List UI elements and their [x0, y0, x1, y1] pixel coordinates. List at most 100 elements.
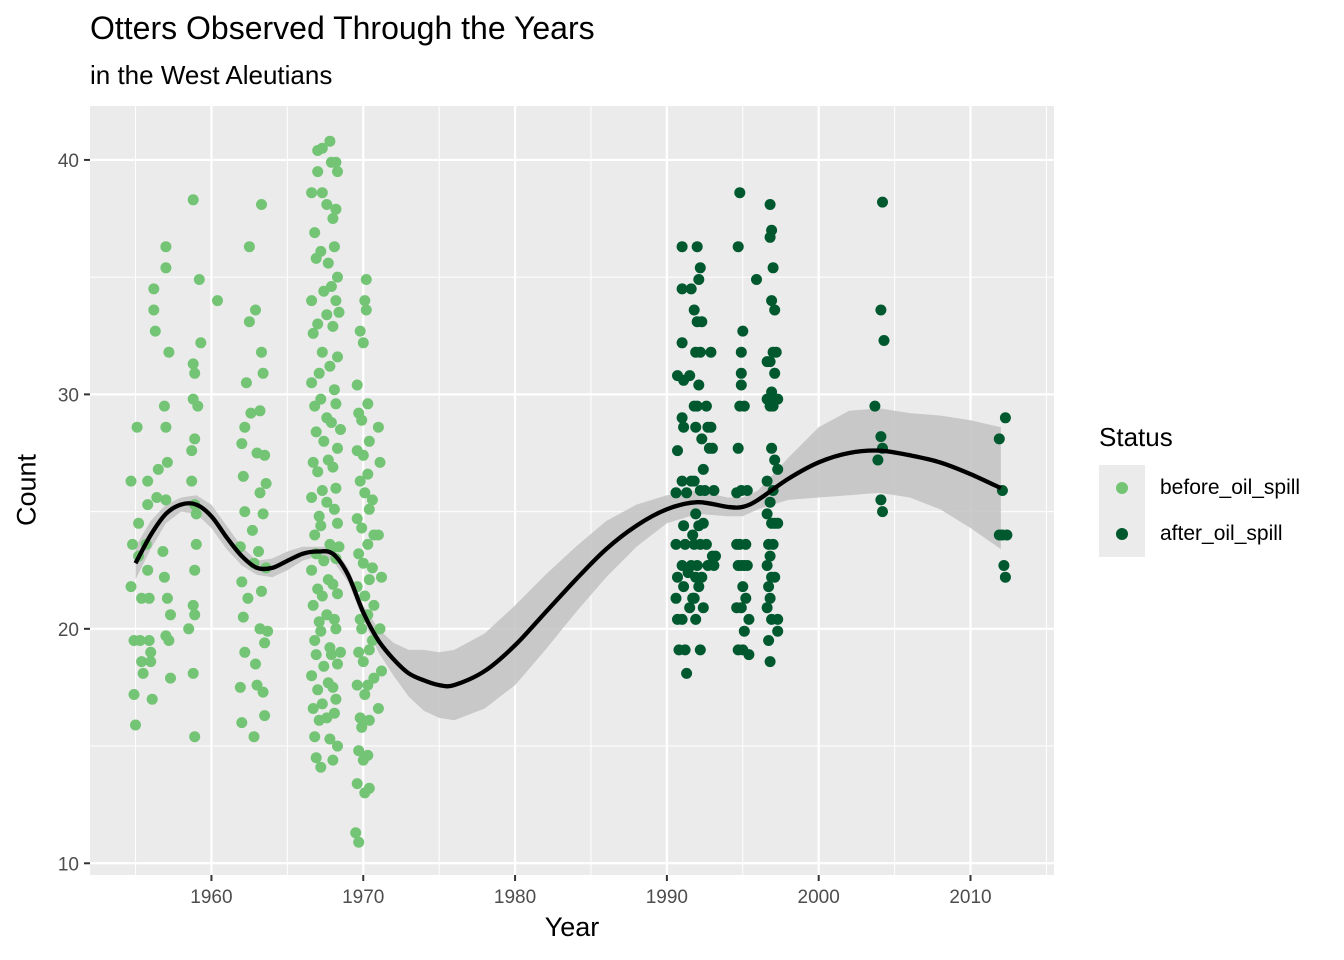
data-point-before-oil-spill: [133, 517, 145, 529]
data-point-before-oil-spill: [335, 646, 346, 658]
data-point-before-oil-spill: [312, 466, 324, 478]
data-point-before-oil-spill: [324, 733, 336, 745]
data-point-before-oil-spill: [359, 590, 371, 602]
data-point-after-oil-spill: [690, 613, 702, 625]
data-point-before-oil-spill: [324, 135, 336, 147]
chart-subtitle: in the West Aleutians: [90, 60, 333, 90]
data-point-after-oil-spill: [710, 550, 721, 562]
data-point-after-oil-spill: [767, 262, 779, 274]
data-point-before-oil-spill: [145, 656, 157, 668]
data-point-before-oil-spill: [146, 693, 158, 705]
data-point-before-oil-spill: [143, 592, 155, 604]
data-point-before-oil-spill: [359, 295, 371, 307]
data-point-before-oil-spill: [163, 346, 175, 358]
data-point-before-oil-spill: [307, 456, 319, 468]
data-point-after-oil-spill: [875, 431, 887, 443]
data-point-before-oil-spill: [190, 538, 202, 550]
data-point-before-oil-spill: [306, 187, 318, 199]
data-point-before-oil-spill: [160, 262, 172, 274]
data-point-before-oil-spill: [315, 625, 327, 637]
data-point-before-oil-spill: [328, 503, 340, 515]
data-point-before-oil-spill: [363, 574, 375, 586]
data-point-before-oil-spill: [158, 571, 170, 583]
data-point-before-oil-spill: [257, 686, 269, 698]
data-point-after-oil-spill: [741, 560, 753, 571]
legend-label: before_oil_spill: [1160, 476, 1301, 499]
data-point-before-oil-spill: [328, 241, 340, 253]
y-tick-label: 10: [58, 854, 79, 875]
data-point-before-oil-spill: [157, 546, 169, 557]
data-point-after-oil-spill: [670, 538, 682, 550]
data-point-before-oil-spill: [357, 449, 369, 461]
data-point-after-oil-spill: [738, 625, 750, 637]
data-point-before-oil-spill: [143, 635, 155, 646]
data-point-before-oil-spill: [145, 646, 157, 658]
legend: Status before_oil_spill after_oil_spill: [1099, 422, 1300, 557]
data-point-after-oil-spill: [694, 346, 706, 358]
data-point-before-oil-spill: [239, 506, 251, 518]
data-point-after-oil-spill: [681, 667, 693, 679]
data-point-before-oil-spill: [187, 194, 199, 206]
data-point-before-oil-spill: [125, 581, 137, 593]
data-point-before-oil-spill: [330, 623, 342, 635]
data-point-before-oil-spill: [312, 318, 324, 330]
data-point-after-oil-spill: [676, 241, 688, 253]
data-point-after-oil-spill: [705, 346, 717, 358]
data-point-after-oil-spill: [764, 592, 776, 604]
data-point-before-oil-spill: [327, 578, 339, 590]
data-point-after-oil-spill: [697, 517, 709, 529]
data-point-after-oil-spill: [700, 400, 712, 412]
data-point-before-oil-spill: [148, 304, 160, 316]
data-point-before-oil-spill: [142, 499, 154, 511]
data-point-before-oil-spill: [125, 475, 137, 487]
data-point-after-oil-spill: [676, 337, 688, 349]
data-point-before-oil-spill: [363, 644, 375, 656]
data-point-after-oil-spill: [676, 412, 688, 424]
data-point-before-oil-spill: [187, 358, 199, 370]
data-point-before-oil-spill: [313, 367, 325, 379]
data-point-before-oil-spill: [335, 424, 346, 435]
data-point-before-oil-spill: [192, 400, 204, 412]
data-point-before-oil-spill: [351, 513, 363, 525]
data-point-before-oil-spill: [332, 658, 343, 670]
data-point-before-oil-spill: [254, 405, 266, 417]
data-point-before-oil-spill: [372, 529, 384, 541]
chart-title: Otters Observed Through the Years: [90, 10, 595, 46]
data-point-before-oil-spill: [374, 623, 386, 635]
x-tick-label: 1970: [342, 887, 384, 908]
data-point-after-oil-spill: [735, 379, 747, 391]
data-point-before-oil-spill: [309, 529, 321, 541]
data-point-after-oil-spill: [741, 485, 753, 496]
data-point-before-oil-spill: [151, 492, 163, 503]
data-point-after-oil-spill: [706, 442, 718, 454]
data-point-after-oil-spill: [678, 581, 690, 593]
data-point-before-oil-spill: [254, 487, 266, 499]
data-point-after-oil-spill: [877, 506, 888, 518]
data-point-before-oil-spill: [351, 379, 363, 391]
data-point-after-oil-spill: [687, 529, 699, 541]
data-point-before-oil-spill: [332, 740, 343, 752]
data-point-after-oil-spill: [772, 613, 784, 625]
data-point-after-oil-spill: [764, 496, 776, 508]
data-point-before-oil-spill: [322, 257, 334, 269]
data-point-after-oil-spill: [684, 602, 696, 614]
data-point-before-oil-spill: [316, 698, 328, 710]
data-point-before-oil-spill: [330, 156, 342, 168]
y-tick-label: 20: [58, 620, 79, 641]
data-point-after-oil-spill: [764, 656, 776, 668]
data-point-before-oil-spill: [309, 227, 321, 239]
data-point-before-oil-spill: [163, 635, 175, 646]
data-point-after-oil-spill: [769, 571, 781, 583]
data-point-before-oil-spill: [332, 517, 343, 529]
smooth-trend-line: [133, 448, 1002, 689]
data-point-after-oil-spill: [763, 635, 775, 646]
data-point-before-oil-spill: [333, 306, 345, 318]
legend-keys: before_oil_spill after_oil_spill: [1099, 465, 1300, 557]
data-point-after-oil-spill: [678, 520, 690, 532]
data-point-before-oil-spill: [256, 585, 267, 597]
data-point-before-oil-spill: [363, 782, 375, 794]
data-point-before-oil-spill: [136, 656, 148, 668]
data-point-before-oil-spill: [160, 494, 172, 506]
data-point-after-oil-spill: [679, 538, 691, 550]
